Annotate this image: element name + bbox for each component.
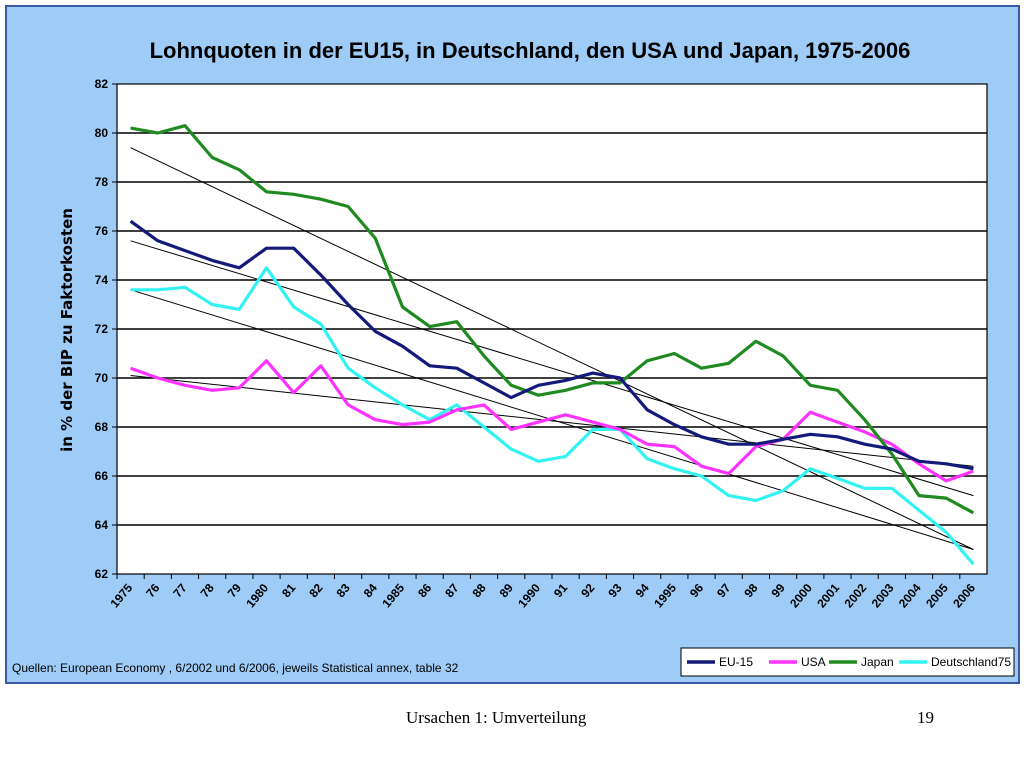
- x-tick-label: 92: [578, 581, 598, 600]
- series-line-deutschland75: [130, 266, 975, 566]
- grid-lines: [117, 132, 987, 526]
- x-tick-label: 83: [334, 581, 354, 600]
- footer-section-title: Ursachen 1: Umverteilung: [406, 708, 587, 727]
- x-tick-label: 97: [714, 581, 734, 600]
- trend-line: [130, 147, 974, 550]
- trend-line: [130, 375, 974, 467]
- source-note: Quellen: European Economy , 6/2002 und 6…: [12, 661, 459, 675]
- x-tick-label: 89: [497, 581, 517, 600]
- x-tick-label: 99: [769, 581, 789, 600]
- x-tick-label: 78: [198, 581, 218, 600]
- y-tick-label: 62: [95, 567, 109, 581]
- slide-frame: Lohnquoten in der EU15, in Deutschland, …: [5, 5, 1020, 684]
- footer-page-number: 19: [917, 708, 934, 727]
- y-tick-label: 72: [95, 322, 109, 336]
- x-tick-label: 76: [143, 581, 163, 600]
- x-tick-label: 93: [605, 581, 625, 600]
- x-tick-label: 1980: [243, 581, 271, 611]
- x-tick-label: 87: [442, 581, 462, 600]
- chart-title: Lohnquoten in der EU15, in Deutschland, …: [150, 38, 911, 63]
- x-tick-label: 98: [741, 581, 761, 600]
- y-tick-label: 82: [95, 77, 109, 91]
- x-tick-label: 91: [551, 581, 571, 600]
- y-tick-label: 66: [95, 469, 109, 483]
- x-tick-label: 2002: [841, 581, 869, 611]
- y-tick-label: 70: [95, 371, 109, 385]
- y-tick-label: 78: [95, 175, 109, 189]
- legend-label: USA: [801, 655, 826, 669]
- x-tick-label: 77: [170, 581, 190, 600]
- x-tick-label: 2001: [814, 581, 842, 611]
- legend-label: EU-15: [719, 655, 753, 669]
- y-tick-label: 74: [95, 273, 109, 287]
- x-tick-label: 2003: [869, 581, 897, 611]
- x-tick-label: 2000: [787, 581, 815, 611]
- y-axis-label: in % der BIP zu Faktorkosten: [58, 208, 76, 452]
- x-tick-label: 86: [415, 581, 435, 600]
- y-tick-label: 80: [95, 126, 109, 140]
- source-clip: Quellen: European Economy , 6/2002 und 6…: [12, 661, 459, 675]
- legend-label: Deutschland75: [931, 655, 1011, 669]
- series-line-usa: [130, 359, 974, 483]
- x-tick-label: 2004: [896, 581, 924, 611]
- x-tick-label: 1975: [107, 581, 135, 611]
- trend-line: [130, 240, 974, 497]
- x-tick-label: 88: [469, 581, 489, 600]
- legend: EU-15 USA Japan Deutschland75: [687, 655, 1011, 669]
- x-tick-label: 1990: [515, 581, 543, 611]
- x-tick-label: 79: [225, 581, 245, 600]
- x-tick-label: 82: [306, 581, 326, 600]
- x-tick-label: 81: [279, 581, 299, 600]
- x-tick-label: 1985: [379, 581, 407, 611]
- chart: Lohnquoten in der EU15, in Deutschland, …: [12, 38, 1015, 677]
- x-tick-label: 1995: [651, 581, 679, 611]
- x-axis-ticks: 1975 76 77 78 79 1980 81 82 83 84 1985 86 87 88 89 1990…: [107, 574, 978, 610]
- y-tick-label: 76: [95, 224, 109, 238]
- y-axis-ticks: 62 64 66 68 70 72 74 76 78 80 82: [95, 77, 117, 581]
- series-lines: [129, 124, 975, 566]
- y-tick-label: 64: [95, 518, 109, 532]
- legend-label: Japan: [861, 655, 894, 669]
- x-tick-label: 94: [633, 581, 653, 600]
- x-tick-label: 2006: [950, 581, 978, 611]
- x-tick-label: 84: [361, 581, 381, 600]
- x-tick-label: 96: [687, 581, 707, 600]
- y-tick-label: 68: [95, 420, 109, 434]
- x-tick-label: 2005: [923, 581, 951, 611]
- series-line-eu-15: [129, 219, 974, 471]
- series-line-japan: [130, 124, 975, 515]
